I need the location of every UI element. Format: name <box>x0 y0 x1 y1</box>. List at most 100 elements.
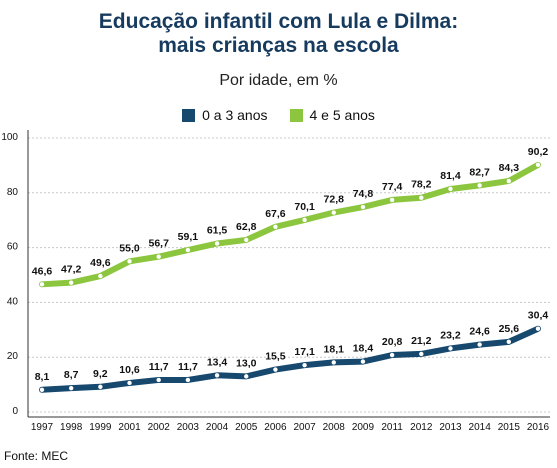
y-tick-label: 20 <box>7 351 19 362</box>
data-label: 47,2 <box>61 264 82 276</box>
data-label: 56,7 <box>148 238 169 250</box>
data-point <box>389 197 395 203</box>
y-tick-label: 0 <box>12 406 18 417</box>
data-label: 81,4 <box>440 170 461 182</box>
x-tick-label: 2007 <box>293 422 316 433</box>
data-label: 11,7 <box>178 361 198 373</box>
x-tick-label: 2008 <box>323 422 346 433</box>
data-label: 74,8 <box>353 188 374 200</box>
data-point <box>302 217 307 223</box>
data-point <box>419 351 424 357</box>
data-label: 55,0 <box>119 242 140 254</box>
series-line <box>39 161 541 288</box>
data-point <box>185 247 191 253</box>
data-label: 25,6 <box>499 323 520 335</box>
data-label: 59,1 <box>178 231 199 243</box>
x-tick-label: 1998 <box>60 422 83 433</box>
data-point <box>127 259 132 264</box>
x-tick-label: 2011 <box>381 422 403 433</box>
data-label: 84,3 <box>499 162 520 174</box>
data-point <box>360 359 366 364</box>
data-label: 46,6 <box>32 265 53 277</box>
y-tick-label: 60 <box>7 242 19 253</box>
data-point <box>214 241 220 246</box>
y-tick-label: 100 <box>1 132 18 143</box>
data-label: 23,2 <box>440 329 461 341</box>
data-point <box>98 384 103 389</box>
data-point <box>156 377 161 383</box>
y-tick-label: 40 <box>7 296 19 307</box>
data-label: 9,2 <box>93 368 108 380</box>
chart-title: Educação infantil com Lula e Dilma: mais… <box>0 10 557 58</box>
data-point <box>506 339 512 345</box>
data-point <box>273 367 278 372</box>
data-point <box>419 195 424 200</box>
data-label: 8,7 <box>64 369 79 381</box>
data-label: 21,2 <box>411 335 432 347</box>
y-tick-label: 80 <box>7 187 19 198</box>
x-tick-label: 2005 <box>235 422 258 433</box>
data-label: 10,6 <box>119 364 140 376</box>
x-tick-label: 2002 <box>148 422 171 433</box>
data-point <box>214 373 220 378</box>
data-point <box>535 326 541 331</box>
x-tick-label: 2012 <box>410 422 433 433</box>
data-point <box>68 385 74 391</box>
legend-label-0-3: 0 a 3 anos <box>202 107 268 123</box>
source-note: Fonte: MEC <box>4 449 69 463</box>
title-line-2: mais crianças na escola <box>158 34 399 57</box>
data-label: 15,5 <box>265 351 286 363</box>
data-label: 11,7 <box>149 361 169 373</box>
data-label: 77,4 <box>382 181 403 193</box>
x-tick-label: 2015 <box>498 422 521 433</box>
data-label: 13,4 <box>207 356 228 368</box>
title-line-1: Educação infantil com Lula e Dilma: <box>98 10 459 33</box>
data-point <box>506 178 512 184</box>
data-point <box>39 387 45 393</box>
legend-swatch-4-5 <box>289 108 303 122</box>
x-tick-label: 2009 <box>352 422 375 433</box>
x-tick-label: 2003 <box>177 422 200 433</box>
data-point <box>244 374 249 379</box>
data-point <box>39 282 45 287</box>
data-label: 17,1 <box>294 346 315 358</box>
data-point <box>244 237 249 243</box>
data-label: 18,1 <box>324 343 345 355</box>
x-tick-label: 2001 <box>118 422 141 433</box>
data-label: 90,2 <box>528 146 549 158</box>
chart-subtitle: Por idade, em % <box>219 72 338 89</box>
legend: 0 a 3 anos 4 e 5 anos <box>0 107 557 123</box>
data-point <box>98 273 103 279</box>
legend-label-4-5: 4 e 5 anos <box>309 107 375 123</box>
data-label: 78,2 <box>411 179 432 191</box>
x-tick-label: 1999 <box>89 422 112 433</box>
data-label: 82,7 <box>469 166 490 178</box>
legend-swatch-0-3 <box>182 108 196 122</box>
data-label: 49,6 <box>90 257 111 269</box>
data-label: 20,8 <box>382 336 403 348</box>
data-point <box>331 210 336 215</box>
x-tick-label: 2006 <box>264 422 287 433</box>
data-point <box>389 352 395 358</box>
x-tick-label: 2013 <box>439 422 462 433</box>
data-label: 18,4 <box>353 343 374 355</box>
legend-item-0-3: 0 a 3 anos <box>182 107 268 123</box>
x-tick-label: 2014 <box>469 422 492 433</box>
data-label: 72,8 <box>324 194 345 206</box>
data-point <box>448 346 453 351</box>
data-label: 30,4 <box>528 310 549 322</box>
data-point <box>331 360 336 365</box>
data-label: 61,5 <box>207 224 228 236</box>
data-label: 67,6 <box>265 208 286 220</box>
data-label: 62,8 <box>236 221 257 233</box>
data-label: 24,6 <box>469 326 490 338</box>
x-tick-label: 2004 <box>206 422 229 433</box>
data-point <box>477 342 482 347</box>
data-point <box>185 377 191 383</box>
data-point <box>273 224 278 229</box>
x-tick-label: 2016 <box>527 422 550 433</box>
data-point <box>360 204 366 210</box>
data-label: 13,0 <box>236 357 257 369</box>
legend-item-4-5: 4 e 5 anos <box>289 107 375 123</box>
